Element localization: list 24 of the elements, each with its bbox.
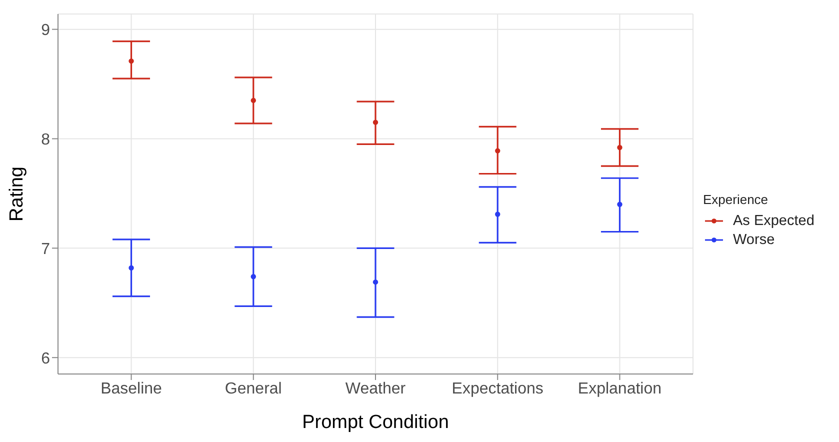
x-axis-title: Prompt Condition xyxy=(302,412,449,433)
point xyxy=(617,202,622,207)
point xyxy=(128,58,134,64)
point xyxy=(495,212,500,217)
x-tick-label: Expectations xyxy=(452,380,544,398)
point xyxy=(617,144,622,150)
legend-title: Experience xyxy=(703,192,770,206)
point xyxy=(128,265,134,270)
x-tick-label: Baseline xyxy=(100,380,162,398)
y-tick-label: 7 xyxy=(41,240,50,258)
x-tick-label: Explanation xyxy=(578,380,662,398)
y-tick-label: 9 xyxy=(41,22,50,39)
legend-label: As Expected xyxy=(733,212,814,228)
point xyxy=(250,98,256,104)
x-tick-label: General xyxy=(224,380,282,398)
point xyxy=(250,274,256,280)
point xyxy=(372,120,378,125)
y-tick-label: 8 xyxy=(41,131,50,148)
y-tick-label: 6 xyxy=(41,350,50,368)
point xyxy=(372,279,378,285)
legend-label: Worse xyxy=(733,232,775,248)
y-axis-title: Rating xyxy=(6,166,28,222)
x-tick-label: Weather xyxy=(345,380,406,398)
point xyxy=(495,148,500,154)
